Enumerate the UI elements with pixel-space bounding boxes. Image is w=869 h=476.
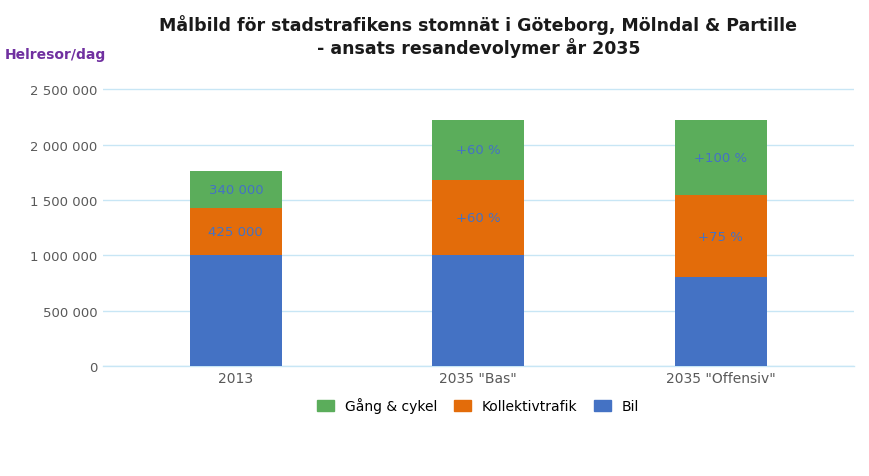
Text: +/- 0 %: +/- 0 % xyxy=(454,304,503,317)
Text: 1 000 000: 1 000 000 xyxy=(202,304,269,317)
Legend: Gång & cykel, Kollektivtrafik, Bil: Gång & cykel, Kollektivtrafik, Bil xyxy=(312,392,645,419)
Text: +100 %: +100 % xyxy=(694,151,747,165)
Bar xyxy=(674,120,766,196)
Text: +75 %: +75 % xyxy=(698,230,743,243)
Bar xyxy=(674,196,766,278)
Bar xyxy=(432,180,524,256)
Text: 425 000: 425 000 xyxy=(209,226,263,238)
Bar xyxy=(189,256,282,366)
Bar xyxy=(674,278,766,366)
Text: +60 %: +60 % xyxy=(456,212,501,225)
Bar xyxy=(432,120,524,180)
Text: Helresor/dag: Helresor/dag xyxy=(5,48,106,62)
Bar xyxy=(189,171,282,208)
Bar xyxy=(189,208,282,256)
Text: +60 %: +60 % xyxy=(456,144,501,157)
Text: 340 000: 340 000 xyxy=(209,183,263,197)
Bar xyxy=(432,256,524,366)
Text: -20 %: -20 % xyxy=(701,316,740,328)
Title: Målbild för stadstrafikens stomnät i Göteborg, Mölndal & Partille
- ansats resan: Målbild för stadstrafikens stomnät i Göt… xyxy=(159,15,797,58)
